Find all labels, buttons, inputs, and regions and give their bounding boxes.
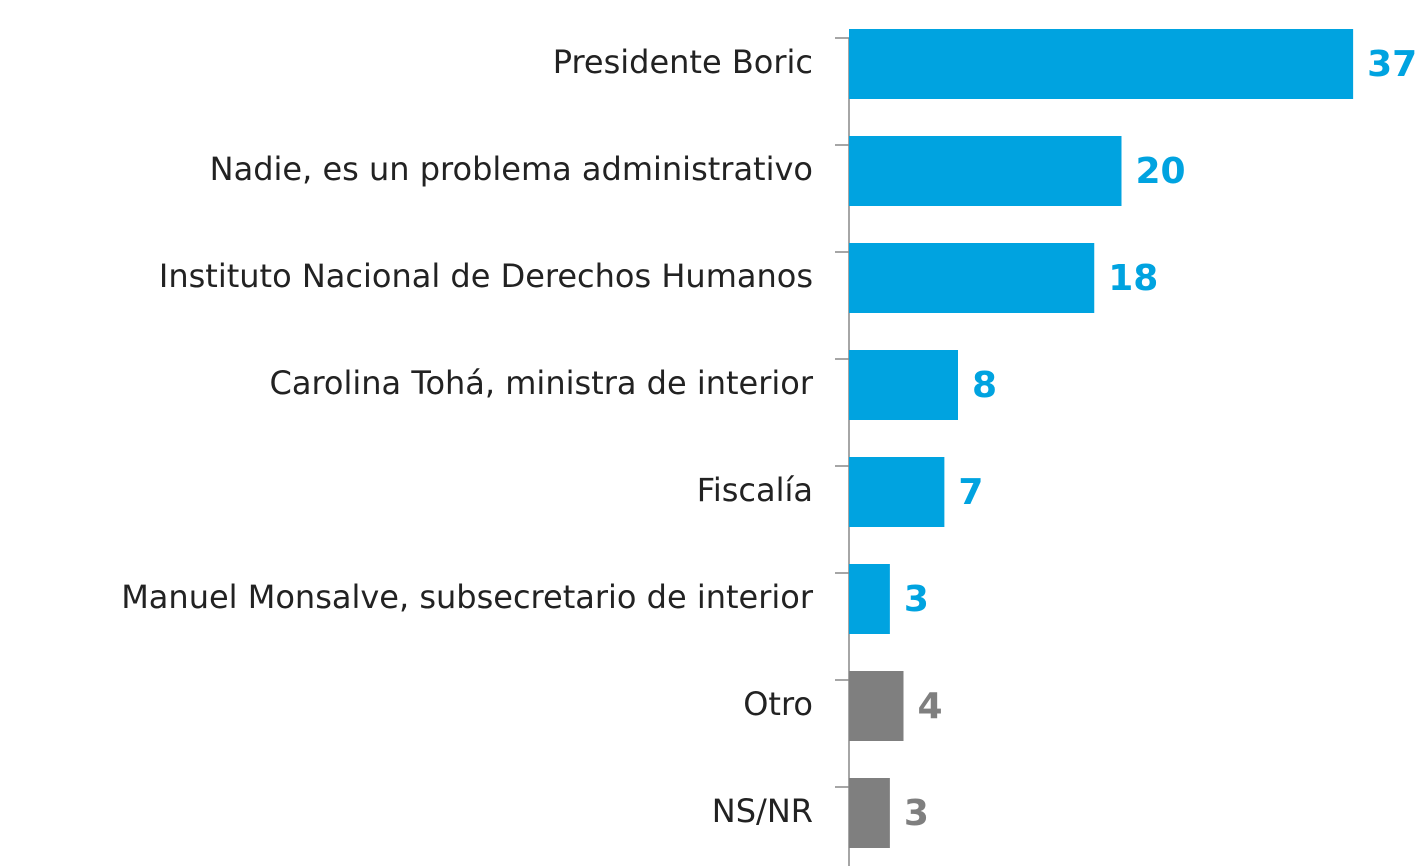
bar	[849, 243, 1095, 313]
category-label: Manuel Monsalve, subsecretario de interi…	[121, 578, 814, 616]
bar	[849, 671, 904, 741]
category-label: Nadie, es un problema administrativo	[210, 150, 813, 188]
bar	[849, 350, 958, 420]
value-label: 3	[904, 793, 929, 834]
value-label: 37	[1367, 44, 1417, 85]
category-label: Presidente Boric	[553, 43, 813, 81]
value-label: 8	[972, 365, 997, 406]
value-label: 7	[958, 472, 983, 513]
value-label: 3	[904, 579, 929, 620]
bar	[849, 778, 890, 848]
bar	[849, 564, 890, 634]
category-label: Fiscalía	[697, 471, 813, 509]
value-label: 18	[1108, 258, 1158, 299]
bar	[849, 136, 1122, 206]
category-label: Instituto Nacional de Derechos Humanos	[159, 257, 813, 295]
category-label: Carolina Tohá, ministra de interior	[270, 364, 814, 402]
value-label: 20	[1136, 151, 1186, 192]
category-label: Otro	[743, 685, 813, 723]
bar	[849, 29, 1354, 99]
bar	[849, 457, 945, 527]
value-label: 4	[918, 686, 943, 727]
category-label: NS/NR	[712, 792, 813, 830]
